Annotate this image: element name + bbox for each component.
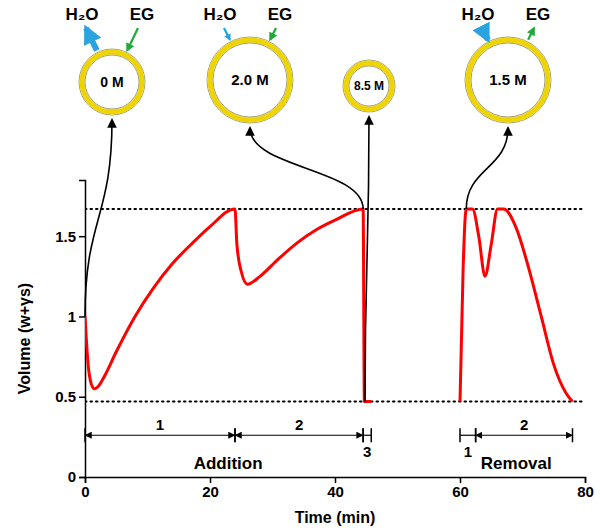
cell-membrane [346, 63, 392, 109]
y-tick-label: 1.5 [55, 227, 76, 244]
x-tick: 80 [577, 477, 594, 500]
interval-bar [572, 428, 574, 442]
x-tick-label: 20 [202, 483, 219, 500]
y-tick: 1 [68, 308, 85, 325]
cell-label: 2.0 M [231, 71, 269, 88]
interval-line [236, 435, 362, 436]
y-tick: 1.5 [55, 227, 85, 244]
y-tick-mark [79, 316, 85, 318]
cell-label: 1.5 M [489, 71, 527, 88]
interval-bar [371, 428, 373, 442]
cell: 8.5 M [343, 60, 395, 402]
phase-label: Addition [194, 454, 263, 473]
x-tick-label: 0 [81, 483, 89, 500]
interval-label: 3 [363, 443, 371, 460]
interval-bar [475, 428, 477, 442]
y-tick: 0.5 [55, 388, 85, 405]
flux-arrow [224, 28, 230, 40]
interval-bar [234, 428, 236, 442]
x-axis: 0 20 40 60 80 [81, 477, 594, 500]
flux-label: EG [526, 5, 551, 24]
interval [363, 428, 371, 442]
cell-outline [343, 60, 395, 112]
cell-outline [465, 37, 551, 123]
x-tick: 20 [202, 477, 219, 500]
y-axis-line [79, 181, 86, 478]
phase-label: Removal [481, 454, 552, 473]
chart: 0 20 40 60 80 0 0.5 1 1.5 Time (min) Volume (w+γs)… [0, 0, 600, 531]
cell-label: 0 M [100, 74, 123, 90]
x-axis-title: Time (min) [295, 509, 376, 526]
connector-arrow [365, 117, 369, 402]
x-tick-label: 40 [327, 483, 344, 500]
y-tick-label: 1 [68, 308, 76, 325]
interval-bar [362, 428, 364, 442]
interval-bar [459, 428, 461, 442]
flux-label: H₂O [203, 5, 236, 24]
cell: 0 M H₂O EG [65, 5, 154, 316]
cell-membrane [468, 40, 548, 120]
y-axis: 0 0.5 1 1.5 [55, 181, 85, 486]
flux-label: EG [268, 5, 293, 24]
x-tick: 40 [327, 477, 344, 500]
connector-arrow [250, 128, 363, 209]
cell-outline [207, 37, 293, 123]
flux-arrow [127, 28, 138, 50]
interval [460, 428, 476, 442]
connector-arrow [85, 120, 112, 316]
interval-bar [362, 428, 364, 442]
cell-membrane [210, 40, 290, 120]
y-tick-label: 0 [68, 468, 76, 485]
interval-label: 2 [295, 416, 303, 433]
cell-label: 8.5 M [354, 79, 384, 93]
x-tick-label: 80 [577, 483, 594, 500]
flux-label: H₂O [461, 5, 494, 24]
interval-bar [475, 428, 477, 442]
plot-area [85, 209, 585, 402]
y-axis-title: Volume (w+γs) [16, 283, 33, 394]
interval-label: 2 [520, 416, 528, 433]
cell-outline [213, 43, 287, 117]
x-tick-label: 60 [452, 483, 469, 500]
cell: 1.5 M H₂O EG [461, 5, 551, 209]
interval-label: 1 [156, 416, 164, 433]
cell: 2.0 M H₂O EG [203, 5, 363, 209]
volume-line [85, 209, 573, 402]
interval-label: 1 [464, 443, 472, 460]
interval-line [460, 435, 476, 436]
interval-line [477, 435, 572, 436]
flux-arrow [482, 28, 488, 40]
cell-membrane [82, 52, 142, 112]
x-tick: 60 [452, 477, 469, 500]
flux-label: H₂O [65, 5, 98, 24]
y-tick: 0 [68, 468, 85, 485]
interval-line [86, 435, 234, 436]
cell-outline [85, 55, 139, 109]
flux-label: EG [130, 5, 155, 24]
reference-line [85, 401, 585, 403]
y-tick-mark [79, 236, 85, 238]
y-tick-mark [79, 477, 85, 479]
x-tick: 0 [81, 477, 89, 500]
cell-outline [471, 43, 545, 117]
flux-arrow [86, 28, 97, 50]
y-tick-label: 0.5 [55, 388, 76, 405]
flux-arrow [270, 28, 276, 40]
reference-line [85, 208, 585, 210]
cell-outline [349, 66, 389, 106]
cell-outline [79, 49, 145, 115]
interval-bar [234, 428, 236, 442]
interval-bar [84, 428, 86, 442]
flux-arrow [528, 28, 534, 40]
interval-line [363, 435, 371, 436]
y-tick-mark [79, 396, 85, 398]
connector-arrow [466, 128, 508, 209]
